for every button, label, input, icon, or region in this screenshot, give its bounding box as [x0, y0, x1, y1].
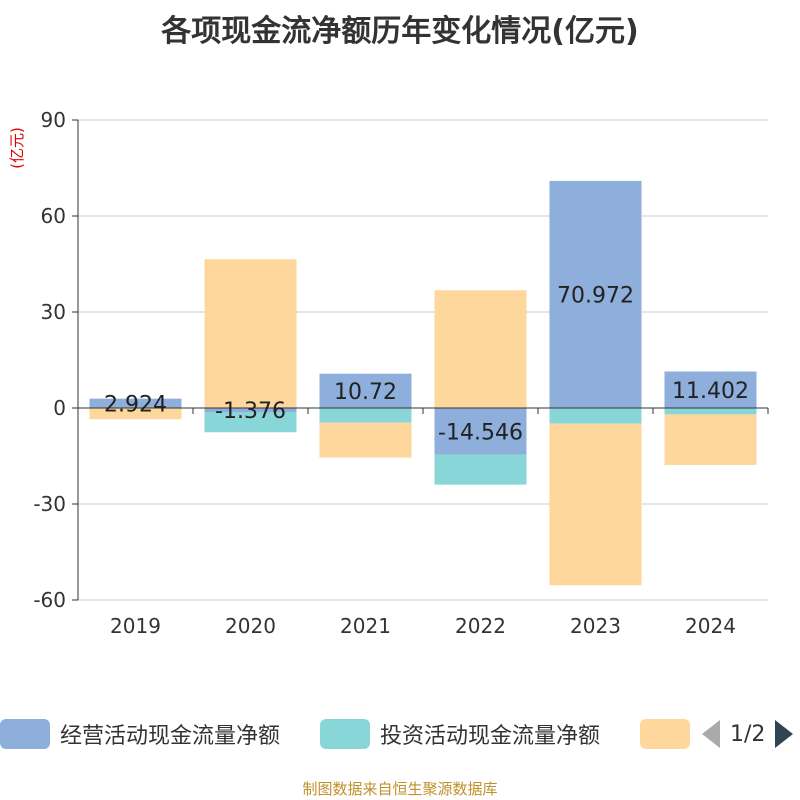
- bar-2019-series-2: [89, 408, 182, 420]
- bar-2022-series-0: [434, 408, 527, 455]
- legend-item-investing[interactable]: 投资活动现金流量净额: [320, 716, 600, 752]
- y-tick-label: 0: [53, 396, 66, 420]
- data-label-2024: 11.402: [672, 379, 749, 404]
- bar-2024-series-2: [664, 414, 757, 465]
- y-tick-label: 90: [41, 108, 66, 132]
- legend: 经营活动现金流量净额 投资活动现金流量净额 1/2: [0, 716, 800, 752]
- legend-item-operating[interactable]: 经营活动现金流量净额: [0, 716, 280, 752]
- legend-label-operating: 经营活动现金流量净额: [60, 724, 281, 749]
- bar-2023-series-2: [549, 423, 642, 586]
- bar-2019-series-0: [89, 398, 182, 408]
- x-tick-label-2021: 2021: [340, 614, 391, 638]
- legend-label-investing: 投资活动现金流量净额: [380, 724, 601, 749]
- legend-swatch-investing: [320, 719, 370, 749]
- data-labels: 2.924 -1.376 10.72 -14.546 70.972 11.402: [104, 283, 749, 445]
- bar-2022-series-2: [434, 290, 527, 408]
- x-tick-label-2023: 2023: [570, 614, 621, 638]
- y-tick-label: 30: [41, 300, 66, 324]
- y-tick-label: 60: [41, 204, 66, 228]
- bar-2021-series-2: [319, 422, 412, 458]
- y-tick-label: -30: [33, 492, 66, 516]
- data-label-2020: -1.376: [215, 399, 286, 424]
- legend-pager: 1/2: [702, 716, 794, 752]
- bar-2020-series-2: [204, 259, 297, 408]
- legend-page-indicator: 1/2: [730, 721, 766, 747]
- data-label-2022: -14.546: [438, 420, 523, 445]
- bar-2021-series-0: [319, 373, 412, 408]
- bar-2024-series-0: [664, 371, 757, 408]
- legend-prev-icon[interactable]: [702, 720, 720, 748]
- axes: -60 -30 0 30 60 90 2019 2020 2021 2022 2023 2024: [33, 108, 769, 638]
- legend-swatch-operating: [0, 719, 50, 749]
- data-label-2019: 2.924: [104, 392, 167, 417]
- legend-item-financing[interactable]: [640, 716, 690, 752]
- x-tick-label-2024: 2024: [685, 614, 736, 638]
- bar-2020-series-0: [204, 408, 297, 413]
- bar-2023-series-1: [549, 408, 642, 424]
- bar-2022-series-1: [434, 454, 527, 485]
- legend-next-icon[interactable]: [775, 720, 794, 748]
- bar-2024-series-1: [664, 408, 757, 415]
- legend-swatch-financing: [640, 719, 690, 749]
- x-tick-label-2020: 2020: [225, 614, 276, 638]
- y-axis-unit-label: (亿元): [8, 127, 26, 169]
- chart-canvas: (亿元) -60 -30 0 30 60 90 2019 2020 2021 2022 2023 20…: [8, 108, 769, 638]
- bar-2020-series-1: [204, 412, 297, 433]
- x-tick-label-2022: 2022: [455, 614, 506, 638]
- data-label-2023: 70.972: [557, 283, 634, 308]
- chart-title: 各项现金流净额历年变化情况(亿元): [161, 14, 639, 49]
- bars: [89, 180, 757, 586]
- grid-lines: [78, 119, 768, 601]
- data-source-note: 制图数据来自恒生聚源数据库: [302, 780, 498, 798]
- y-tick-label: -60: [33, 588, 66, 612]
- bar-2021-series-1: [319, 408, 412, 423]
- bar-2023-series-0: [549, 180, 642, 408]
- x-tick-label-2019: 2019: [110, 614, 161, 638]
- data-label-2021: 10.72: [334, 380, 397, 405]
